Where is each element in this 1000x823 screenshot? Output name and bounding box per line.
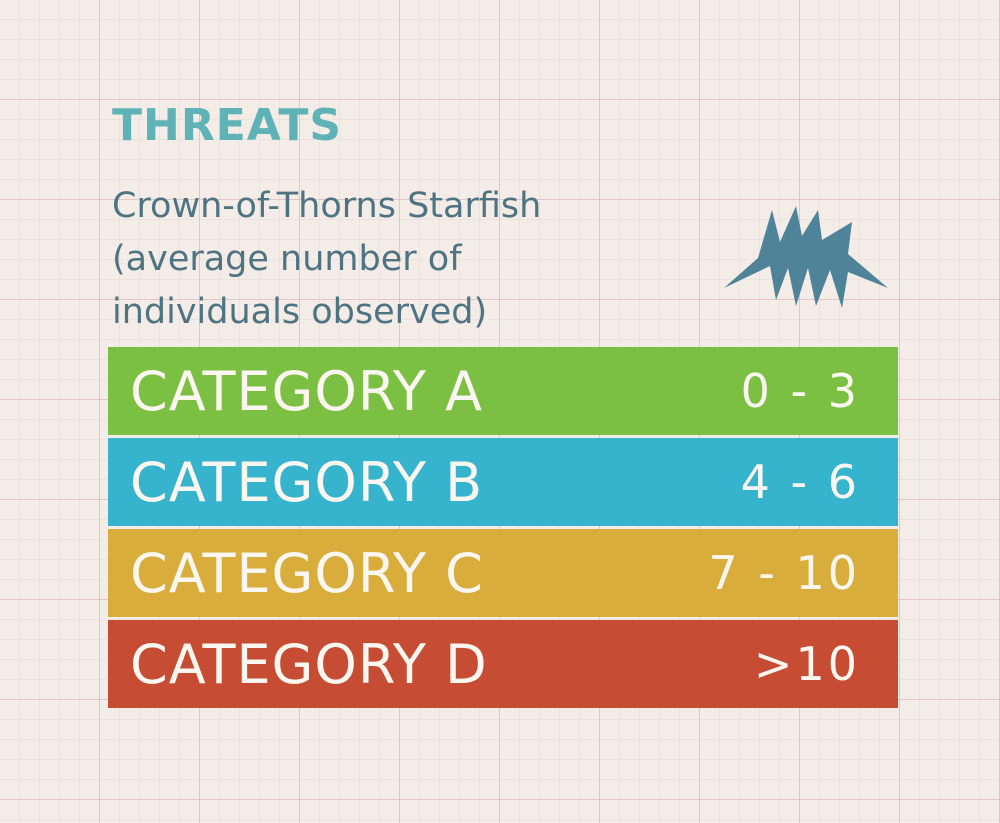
section-title: THREATS — [112, 100, 343, 151]
category-label: CATEGORY A — [130, 359, 484, 423]
subtitle-line: individuals observed) — [112, 292, 488, 332]
category-range: 4 - 6 — [740, 455, 860, 509]
category-range: >10 — [753, 637, 860, 691]
starfish-icon — [724, 206, 888, 308]
category-band-a: CATEGORY A 0 - 3 — [108, 347, 898, 435]
category-label: CATEGORY D — [130, 632, 488, 696]
category-legend: CATEGORY A 0 - 3 CATEGORY B 4 - 6 CATEGO… — [108, 347, 898, 711]
category-band-c: CATEGORY C 7 - 10 — [108, 529, 898, 617]
category-label: CATEGORY C — [130, 541, 484, 605]
subtitle-line: (average number of — [112, 239, 462, 279]
category-range: 7 - 10 — [708, 546, 860, 600]
category-band-d: CATEGORY D >10 — [108, 620, 898, 708]
threat-description: Crown-of-Thorns Starfish (average number… — [112, 180, 672, 339]
category-band-b: CATEGORY B 4 - 6 — [108, 438, 898, 526]
subtitle-line: Crown-of-Thorns Starfish — [112, 186, 542, 226]
category-label: CATEGORY B — [130, 450, 484, 514]
category-range: 0 - 3 — [740, 364, 860, 418]
